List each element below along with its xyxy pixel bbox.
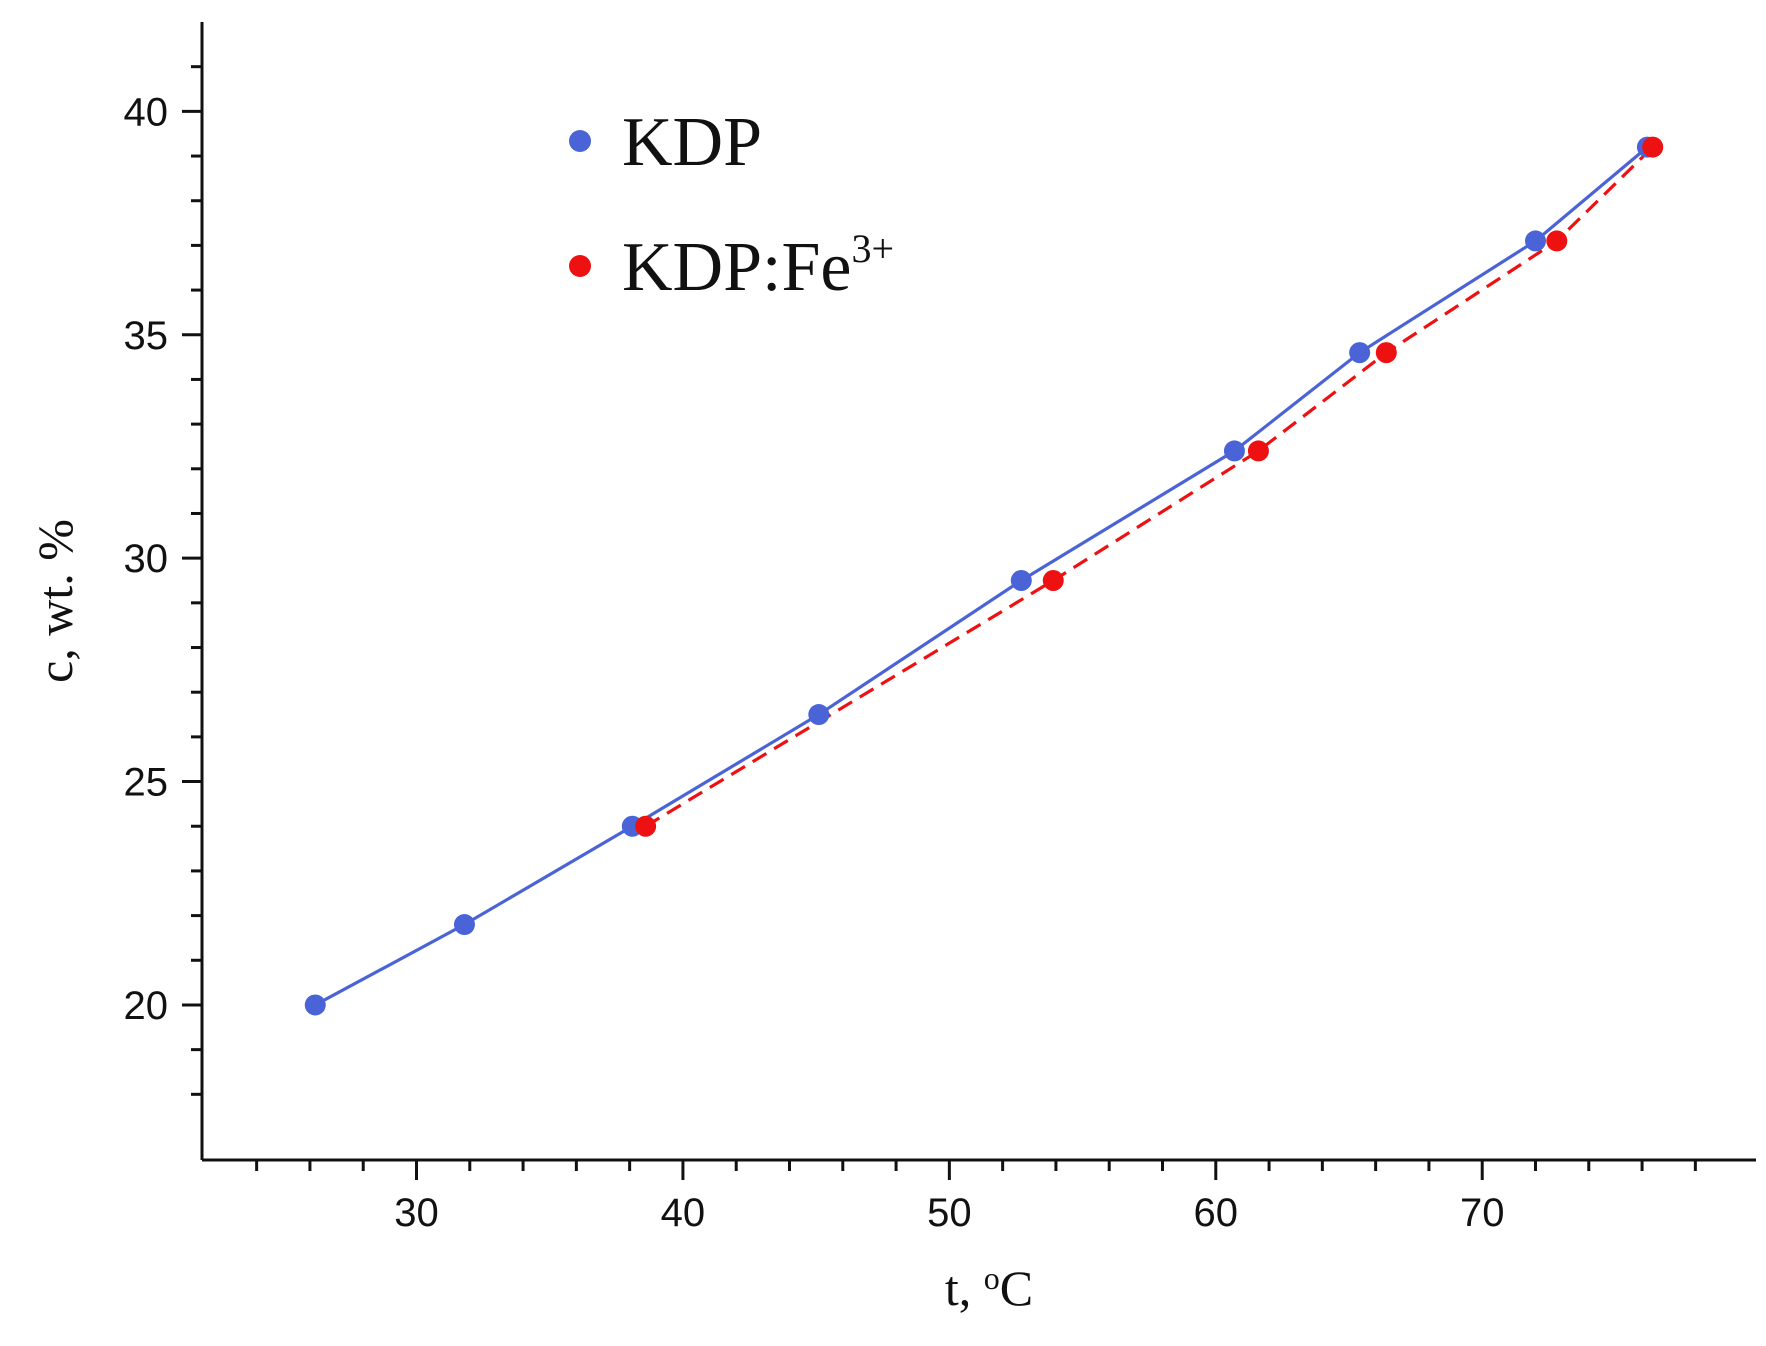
fit-lines	[314, 145, 1654, 1007]
legend-marker-kdp	[569, 130, 591, 152]
x-tick-label: 50	[927, 1191, 972, 1235]
x-tick-label: 30	[394, 1191, 439, 1235]
data-point-kdp-fe	[1375, 342, 1397, 364]
y-tick-label: 35	[124, 314, 169, 358]
fit-line-kdp	[314, 145, 1649, 1007]
data-point-kdp	[1223, 440, 1245, 462]
data-point-kdp	[808, 704, 830, 726]
legend-label-kdp: KDP	[622, 104, 762, 181]
y-tick-label: 25	[124, 761, 169, 805]
data-points	[304, 136, 1664, 1016]
y-tick-label: 30	[124, 537, 169, 581]
legend: KDP KDP:Fe3+	[569, 104, 894, 306]
fit-line-kdp-fe	[644, 145, 1654, 828]
data-point-kdp	[453, 914, 475, 936]
x-tick-label: 60	[1194, 1191, 1239, 1235]
data-point-kdp-fe	[1247, 440, 1269, 462]
x-tick-label: 70	[1460, 1191, 1505, 1235]
data-point-kdp-fe	[635, 815, 657, 837]
data-point-kdp	[1010, 570, 1032, 591]
legend-label-kdp-fe: KDP:Fe3+	[622, 226, 894, 306]
axis-ticks: 30 40 50 60 70 20 25 30 35 40	[124, 65, 1697, 1235]
data-point-kdp-fe	[1642, 136, 1664, 158]
data-point-kdp-fe	[1546, 230, 1568, 252]
data-point-kdp	[1525, 230, 1546, 252]
y-tick-label: 40	[124, 90, 169, 134]
data-point-kdp	[304, 994, 326, 1016]
x-axis-title: t, oC	[945, 1260, 1033, 1316]
y-axis-title: c, wt. %	[27, 519, 83, 683]
data-point-kdp	[1349, 342, 1371, 364]
x-tick-label: 40	[661, 1191, 706, 1235]
axes	[200, 22, 1756, 1162]
y-tick-label: 20	[124, 984, 169, 1028]
data-point-kdp-fe	[1042, 570, 1064, 591]
legend-marker-kdp-fe	[569, 255, 591, 277]
